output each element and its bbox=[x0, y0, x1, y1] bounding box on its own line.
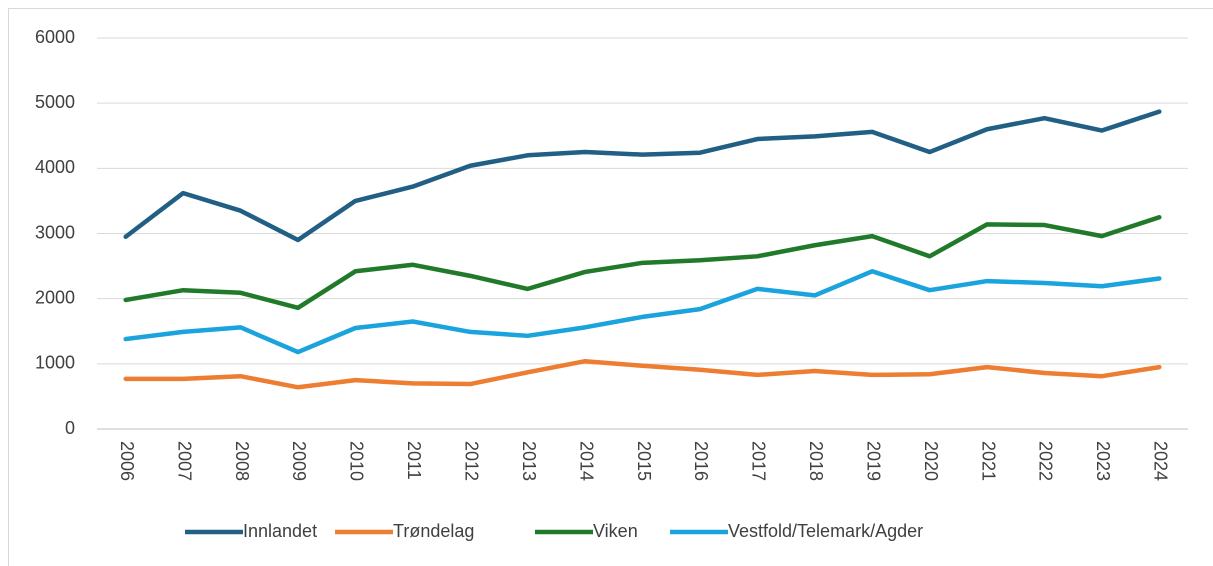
x-tick-label: 2009 bbox=[289, 441, 309, 481]
x-tick-label: 2024 bbox=[1151, 441, 1171, 481]
x-tick-label: 2014 bbox=[576, 441, 596, 481]
x-tick-label: 2008 bbox=[232, 441, 252, 481]
x-tick-label: 2015 bbox=[634, 441, 654, 481]
x-tick-label: 2012 bbox=[461, 441, 481, 481]
series-line bbox=[123, 358, 1162, 390]
x-tick-label: 2018 bbox=[806, 441, 826, 481]
y-tick-label: 6000 bbox=[35, 27, 75, 47]
series-line bbox=[123, 109, 1162, 243]
x-tick-label: 2019 bbox=[863, 441, 883, 481]
series-line bbox=[123, 214, 1162, 311]
legend-label: Viken bbox=[593, 521, 638, 541]
x-tick-label: 2006 bbox=[117, 441, 137, 481]
y-tick-label: 3000 bbox=[35, 222, 75, 242]
series-line bbox=[123, 269, 1162, 355]
x-tick-label: 2007 bbox=[174, 441, 194, 481]
x-tick-label: 2017 bbox=[749, 441, 769, 481]
x-tick-label: 2022 bbox=[1036, 441, 1056, 481]
y-tick-label: 2000 bbox=[35, 287, 75, 307]
y-tick-label: 5000 bbox=[35, 92, 75, 112]
legend-label: Vestfold/Telemark/Agder bbox=[728, 521, 923, 541]
x-tick-label: 2010 bbox=[347, 441, 367, 481]
x-tick-label: 2023 bbox=[1093, 441, 1113, 481]
x-tick-label: 2020 bbox=[921, 441, 941, 481]
chart-border bbox=[8, 8, 1213, 566]
y-tick-label: 0 bbox=[65, 418, 75, 438]
x-tick-label: 2021 bbox=[978, 441, 998, 481]
x-tick-label: 2011 bbox=[404, 441, 424, 480]
legend-label: Trøndelag bbox=[393, 521, 474, 541]
x-tick-label: 2016 bbox=[691, 441, 711, 481]
legend-label: Innlandet bbox=[243, 521, 317, 541]
y-tick-label: 1000 bbox=[35, 353, 75, 373]
y-tick-label: 4000 bbox=[35, 157, 75, 177]
x-tick-label: 2013 bbox=[519, 441, 539, 481]
